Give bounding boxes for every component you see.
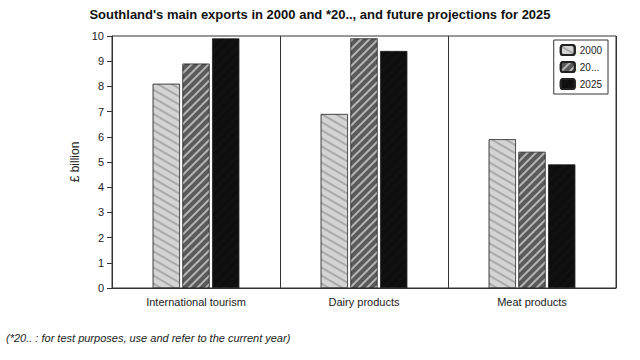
svg-text:2000: 2000	[580, 45, 603, 56]
svg-text:2025: 2025	[580, 79, 603, 90]
svg-text:5: 5	[98, 156, 104, 168]
svg-text:2: 2	[98, 232, 104, 244]
svg-text:20...: 20...	[580, 62, 599, 73]
svg-text:8: 8	[98, 80, 104, 92]
svg-text:6: 6	[98, 131, 104, 143]
svg-text:International tourism: International tourism	[146, 296, 246, 308]
svg-text:10: 10	[92, 30, 104, 42]
svg-text:Dairy products: Dairy products	[329, 296, 400, 308]
svg-text:0: 0	[98, 282, 104, 294]
svg-text:1: 1	[98, 257, 104, 269]
svg-text:£ billion: £ billion	[68, 142, 82, 183]
svg-text:Meat products: Meat products	[497, 296, 567, 308]
svg-text:3: 3	[98, 206, 104, 218]
svg-text:(*20.. : for test purposes, us: (*20.. : for test purposes, use and refe…	[6, 332, 291, 344]
svg-text:9: 9	[98, 55, 104, 67]
svg-text:Southland's main exports in 20: Southland's main exports in 2000 and *20…	[89, 7, 550, 22]
svg-text:4: 4	[98, 181, 104, 193]
svg-text:7: 7	[98, 106, 104, 118]
